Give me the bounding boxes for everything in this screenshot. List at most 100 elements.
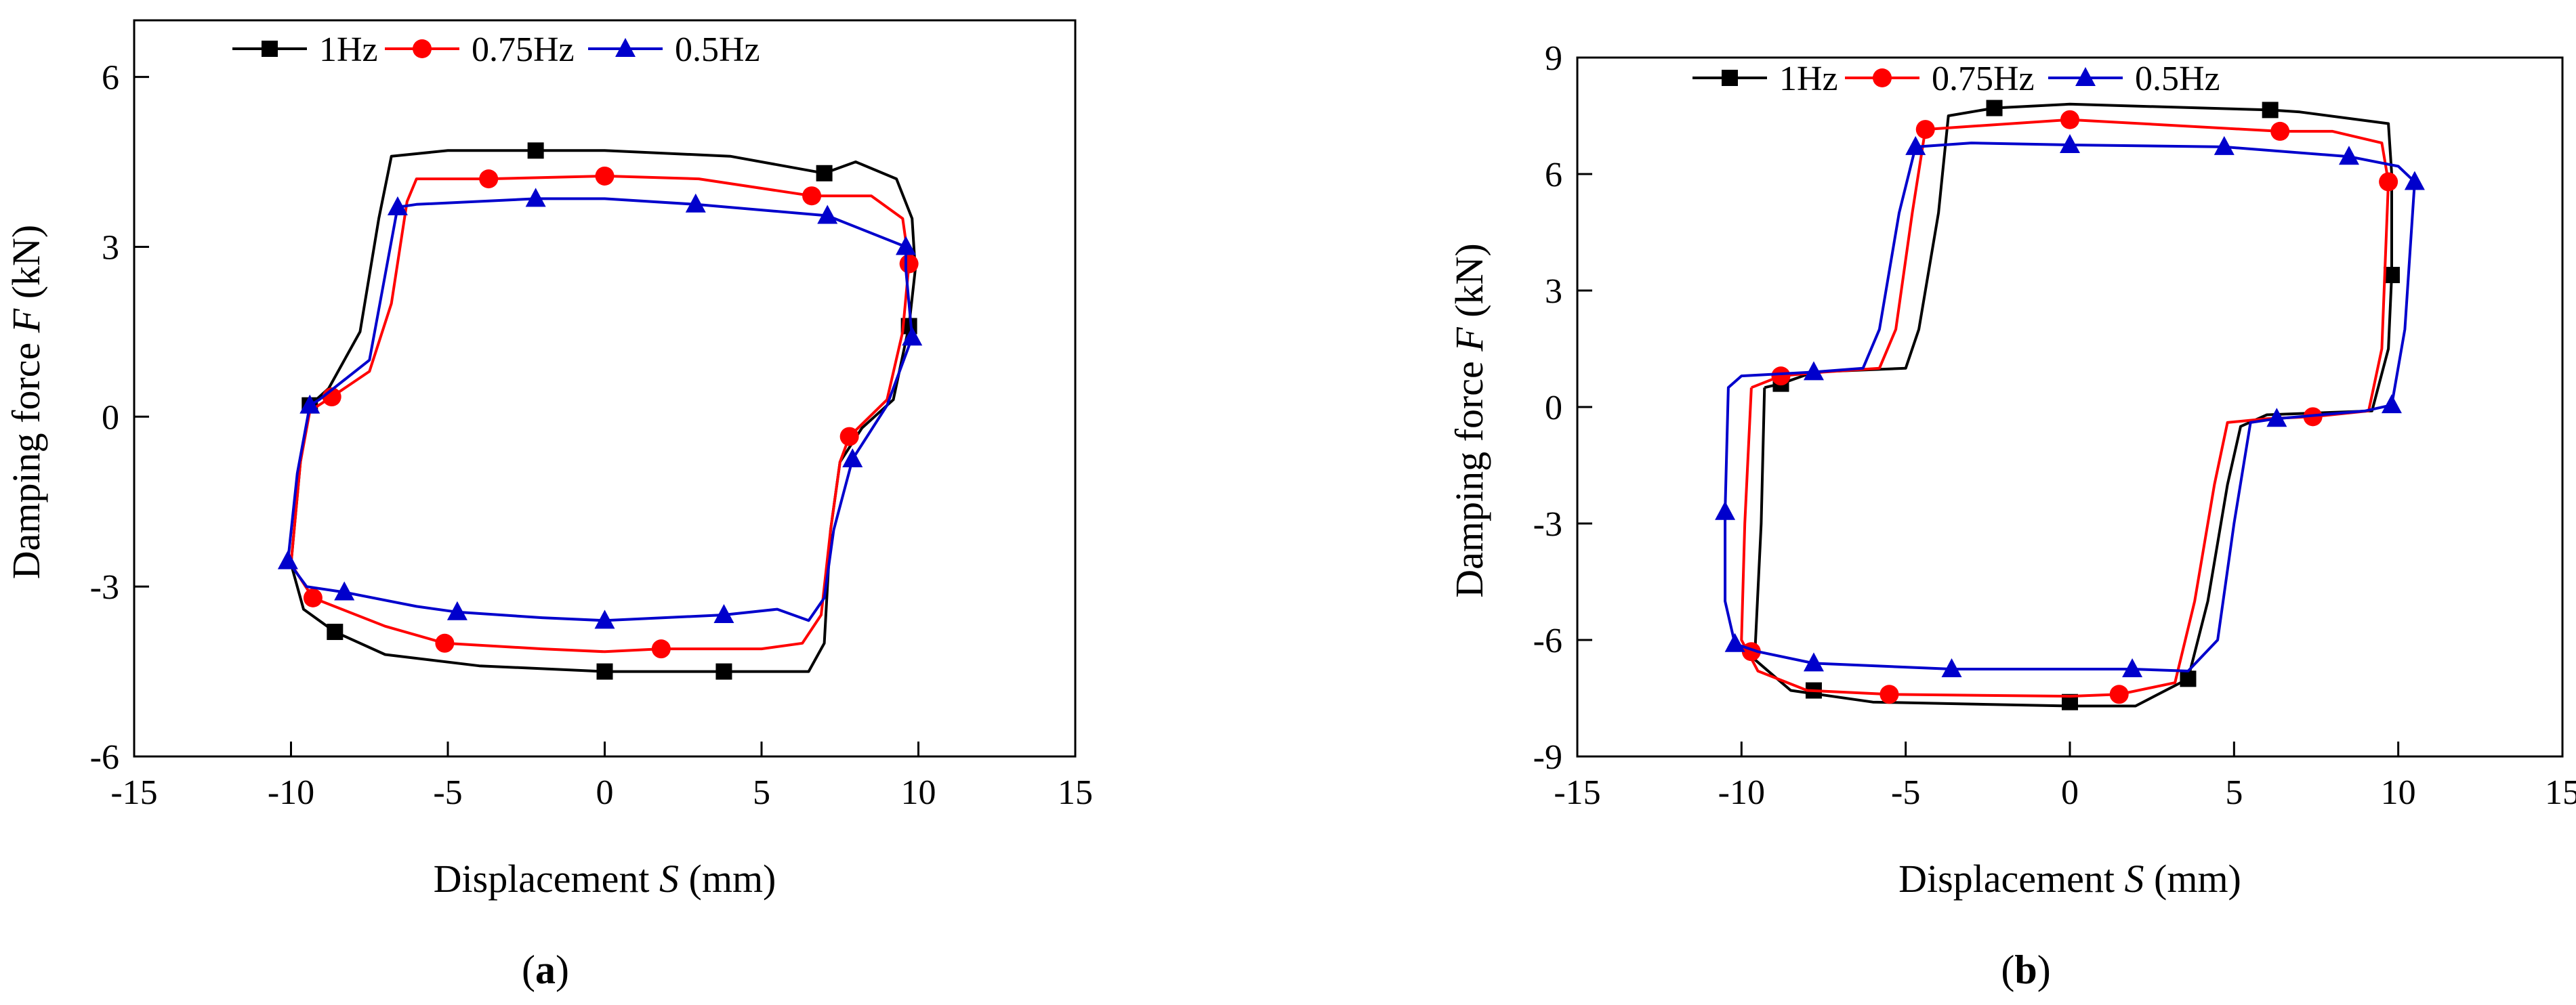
legend-label: 0.75Hz [1932,60,2035,98]
legend-label: 0.5Hz [675,30,760,69]
x-tick-label: 0 [596,773,614,812]
marker-0.5Hz [1803,361,1824,381]
marker-1Hz [715,663,732,680]
marker-0.75Hz [595,166,615,186]
y-tick-label: 6 [102,59,119,98]
marker-0.5Hz [1803,652,1824,672]
legend-marker [413,39,432,58]
marker-0.75Hz [899,254,919,274]
series-line-0.5Hz [286,197,914,622]
marker-0.5Hz [2266,408,2287,427]
panel-b: -15 -10 -5 0 5 10 15 -9 -6 -3 0 3 6 9 Displacement S (… [1447,39,2576,992]
panel-caption: (b) [2001,947,2050,992]
marker-0.75Hz [2379,172,2398,192]
x-tick-label: 5 [2225,773,2243,812]
panel-a: -15 -10 -5 0 5 10 15 -6 -3 0 3 6 Displacement S (mm)… [4,19,1093,992]
marker-1Hz [2262,102,2279,119]
marker-0.5Hz [2060,134,2080,153]
marker-0.5Hz [817,205,838,224]
y-tick-label: 6 [1545,156,1562,194]
marker-0.75Hz [651,639,671,659]
y-axis-label-unit: (kN) [1447,243,1491,327]
legend-marker [262,41,278,57]
marker-0.5Hz [446,601,468,620]
marker-1Hz [1986,100,2003,116]
y-axis-label-unit: (kN) [4,225,48,309]
marker-1Hz [2180,670,2197,687]
marker-0.5Hz [1715,500,1736,520]
marker-0.5Hz [334,581,355,601]
x-tick-label: -5 [1891,773,1920,812]
marker-0.5Hz [2338,146,2359,165]
x-axis-label-unit: (mm) [2144,857,2241,901]
plot-frame [133,19,1077,758]
legend-label: 0.75Hz [472,30,575,69]
marker-0.75Hz [1915,120,1935,140]
marker-0.5Hz [685,193,706,213]
legend: 1Hz 0.75Hz 0.5Hz [1692,60,2220,98]
plot-area [1715,100,2425,710]
panel-caption: (a) [522,947,569,992]
series-line-0.75Hz [1740,118,2390,698]
marker-0.75Hz [2270,121,2290,141]
legend-label: 1Hz [1779,60,1838,98]
marker-0.5Hz [895,236,916,255]
x-axis-label: Displacement S (mm) [1898,857,2241,901]
legend: 1Hz 0.75Hz 0.5Hz [232,30,760,69]
marker-0.5Hz [1905,135,1926,155]
x-tick-label: -5 [433,773,462,812]
marker-0.75Hz [2060,110,2079,129]
marker-0.75Hz [2109,685,2129,704]
y-tick-label: -3 [1533,505,1562,544]
marker-0.5Hz [277,550,298,570]
marker-1Hz [327,624,344,641]
marker-0.75Hz [435,633,455,653]
y-tick-label: 0 [1545,389,1562,427]
marker-0.5Hz [387,196,408,215]
y-axis-label-text: Damping force [1447,351,1491,598]
y-tick-label: 3 [102,228,119,267]
y-axis-label-var: F [1447,327,1491,352]
y-tick-label: -6 [90,738,119,777]
x-tick-label: -10 [268,773,314,812]
y-tick-label: 3 [1545,272,1562,311]
legend-marker [1722,70,1738,86]
y-tick-label: 0 [102,398,119,437]
marker-0.75Hz [802,186,822,206]
x-axis-label: Displacement S (mm) [434,857,776,901]
x-axis-label-text: Displacement [1898,857,2124,901]
x-tick-label: -10 [1718,773,1765,812]
marker-0.5Hz [1941,658,1962,677]
x-tick-label: 15 [1058,773,1093,812]
plot-area [277,142,923,680]
marker-1Hz [596,663,613,680]
marker-0.5Hz [525,188,546,207]
x-tick-label: 10 [901,773,936,812]
y-axis-label: Damping force F (kN) [1447,243,1491,597]
marker-0.5Hz [2122,658,2143,677]
x-axis-label-unit: (mm) [679,857,776,901]
marker-0.75Hz [479,169,499,189]
marker-0.75Hz [1771,366,1791,386]
y-axis-label-var: F [4,308,48,333]
legend-marker [1873,68,1892,87]
marker-1Hz [816,165,833,181]
marker-0.5Hz [713,603,734,623]
y-tick-label: 9 [1545,39,1562,78]
marker-0.5Hz [299,394,320,414]
marker-0.5Hz [2214,135,2235,155]
x-tick-label: 5 [753,773,770,812]
y-axis-label-text: Damping force [4,333,48,579]
marker-0.5Hz [902,326,923,346]
x-axis-label-var: S [2125,857,2144,901]
x-tick-label: -15 [110,773,157,812]
x-axis-label-var: S [659,857,679,901]
y-tick-label: -3 [90,568,119,607]
legend-marker [615,38,636,57]
marker-0.5Hz [1724,633,1745,652]
series-line-1Hz [1753,102,2393,708]
y-tick-label: -6 [1533,622,1562,660]
legend-label: 1Hz [319,30,378,69]
legend-label: 0.5Hz [2135,60,2220,98]
